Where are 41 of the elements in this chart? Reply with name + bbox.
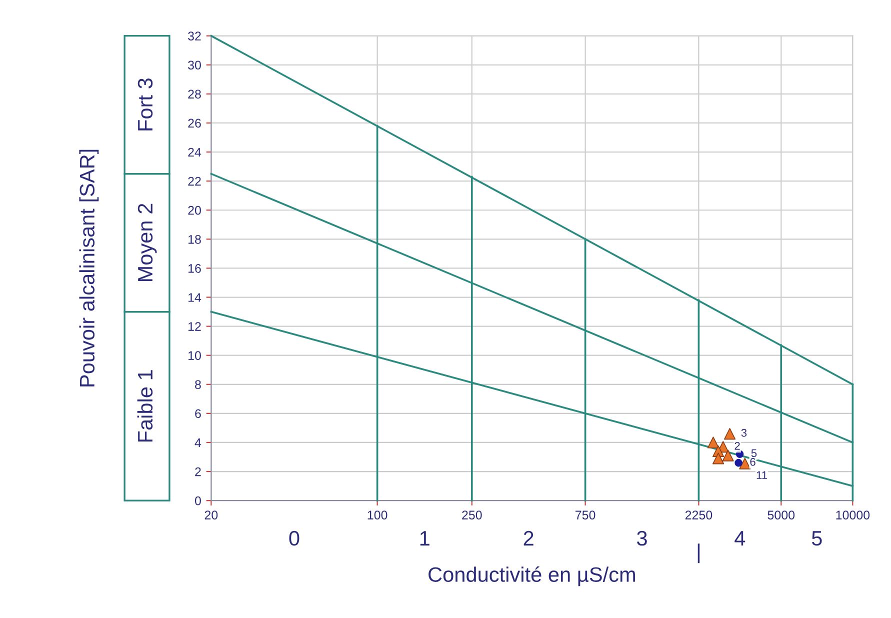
x-tick-label: 250 <box>462 510 482 520</box>
x-axis-title: Conductivité en µS/cm <box>428 566 635 586</box>
text: 1 <box>420 531 430 546</box>
y-tick-label: 20 <box>188 206 201 215</box>
y-tick-label: 30 <box>188 60 201 70</box>
annotation: 6 <box>750 458 756 466</box>
y-tick-label: 12 <box>188 322 201 331</box>
annotation: 11 <box>756 471 768 479</box>
x-tick-label: 5000 <box>768 510 795 520</box>
annotation: 3 <box>741 428 747 437</box>
y-tick-label: 32 <box>188 32 201 40</box>
y-tick-label: 6 <box>195 409 201 418</box>
y-tick-label: 22 <box>188 176 201 186</box>
y-tick-label: 2 <box>195 467 201 476</box>
x-tick-label: 2250 <box>685 510 712 520</box>
text: Moyen 2 <box>138 204 157 282</box>
y-tick-label: 10 <box>188 351 201 360</box>
text: Faible 1 <box>137 370 153 442</box>
text: 2 <box>524 530 534 546</box>
y-tick-label: 4 <box>194 438 202 448</box>
y-tick-label: 28 <box>188 90 201 99</box>
y-tick-label: 16 <box>188 264 201 273</box>
text: 3 <box>637 530 647 546</box>
y-tick-label: 18 <box>188 234 201 244</box>
text: 5 <box>812 531 822 546</box>
y-tick-label: 8 <box>195 380 201 390</box>
y-tick-label: 0 <box>194 496 201 506</box>
x-tick-label: 100 <box>368 510 388 520</box>
y-axis-title: Pouvoir alcalinisant [SAR] <box>79 150 99 386</box>
y-tick-label: 14 <box>188 293 202 302</box>
y-tick-label: 26 <box>188 118 201 128</box>
y-tick-label: 24 <box>188 148 202 157</box>
annotation: | <box>698 544 700 564</box>
x-tick-label: 750 <box>576 510 596 520</box>
text: 4 <box>734 531 746 546</box>
x-tick-label: 20 <box>204 510 218 520</box>
text: 0 <box>289 530 300 546</box>
text: Fort 3 <box>138 78 153 130</box>
x-tick-label: 10000 <box>836 510 870 520</box>
annotation: 5 <box>751 449 757 458</box>
annotation: 2 <box>734 442 740 450</box>
